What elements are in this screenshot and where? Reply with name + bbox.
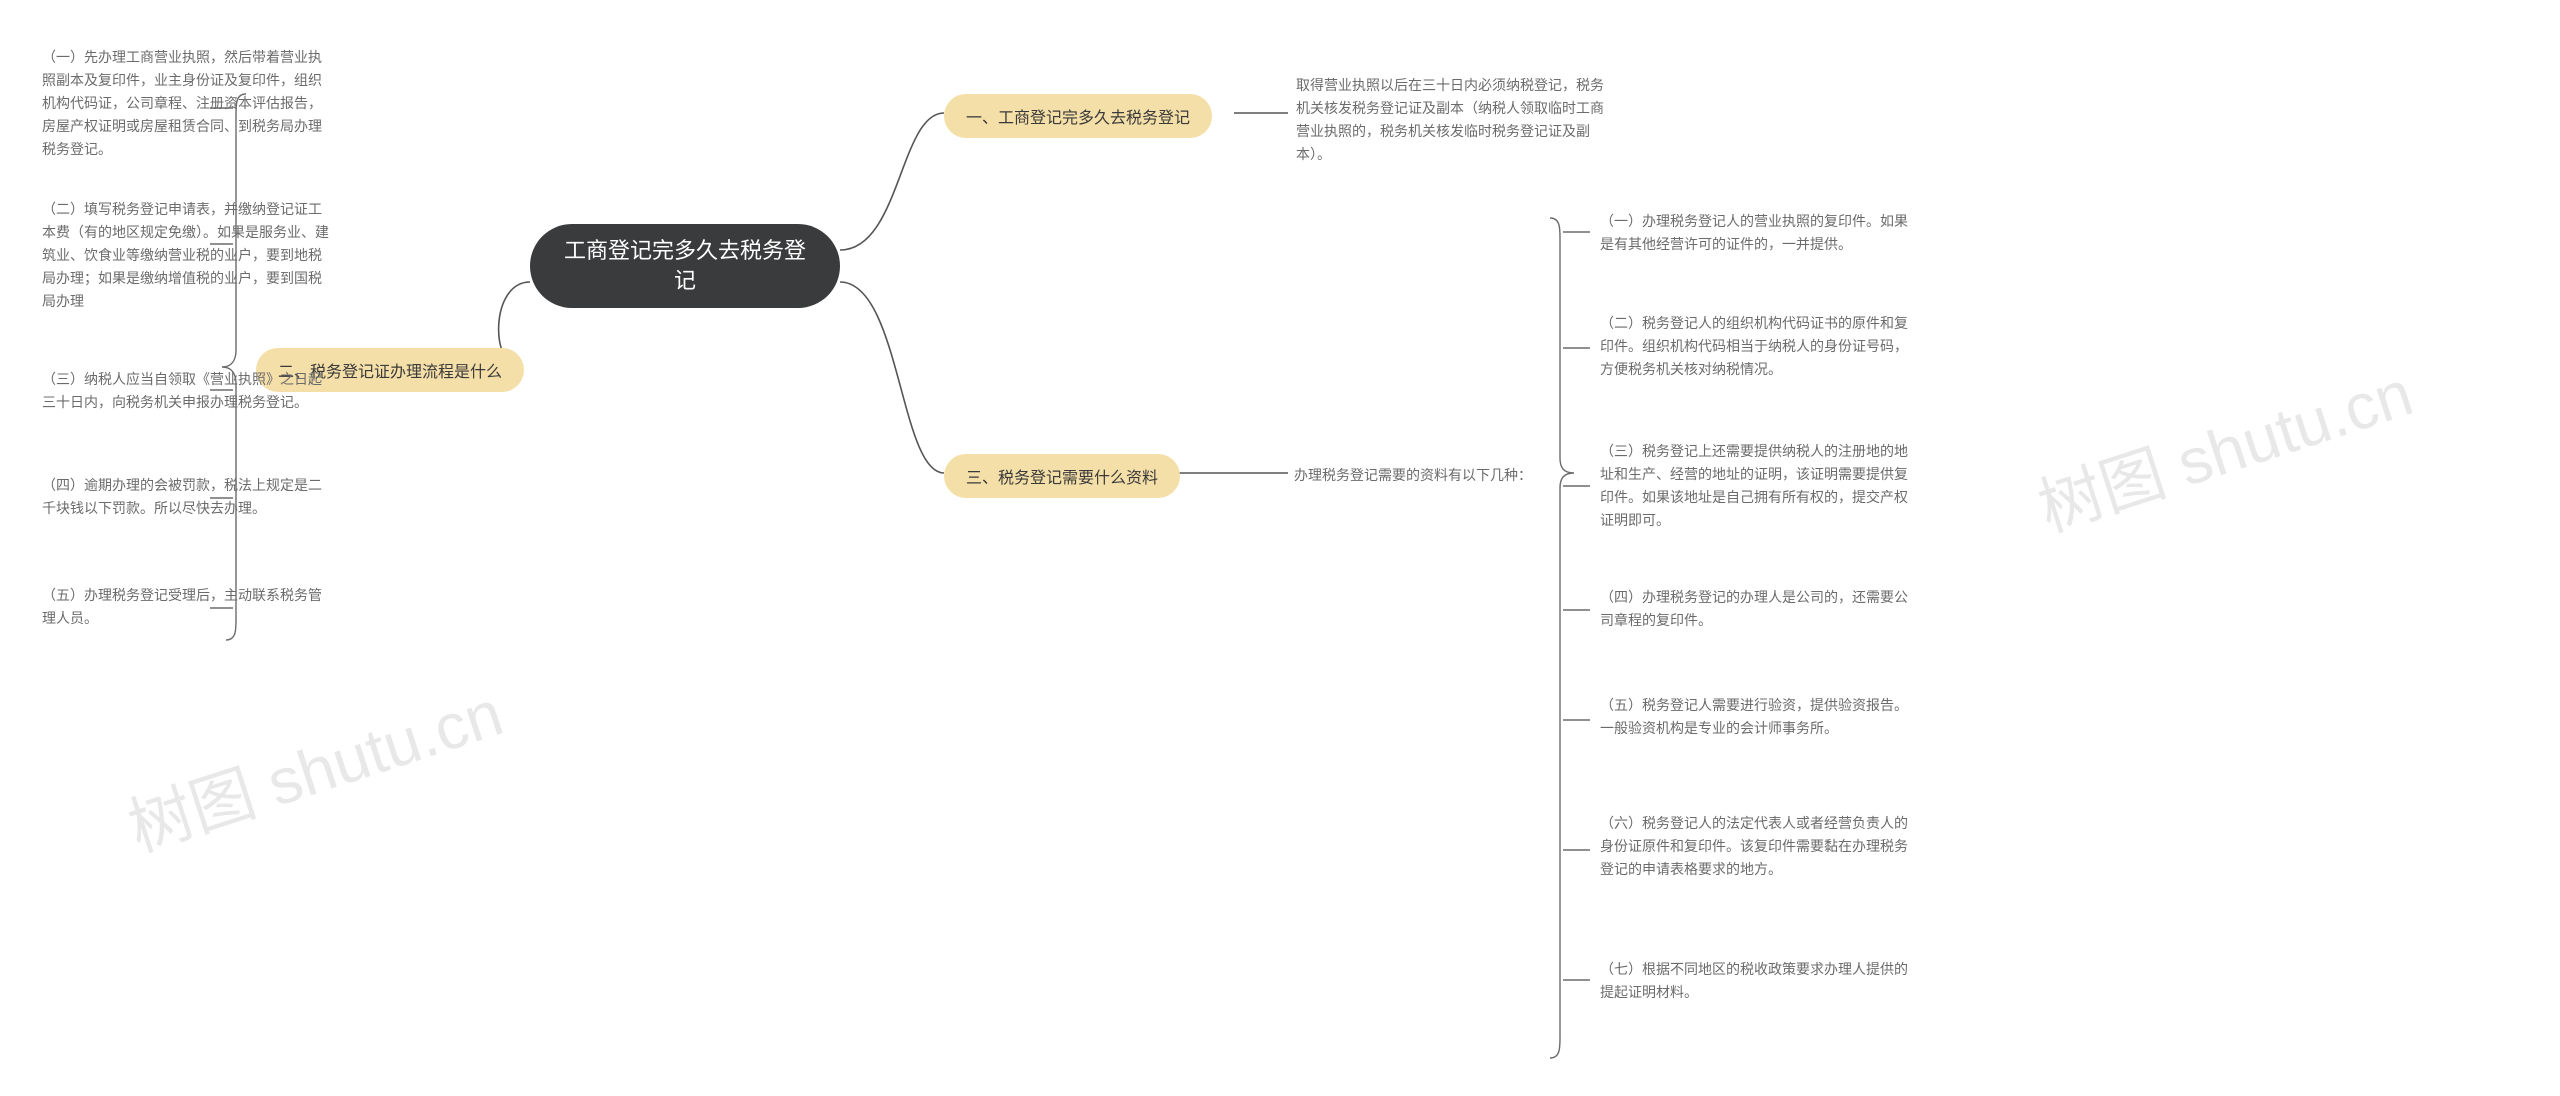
branch2-leaf-5: （五）办理税务登记受理后，主动联系税务管理人员。 <box>42 584 332 630</box>
branch3-leaf-5: （五）税务登记人需要进行验资，提供验资报告。一般验资机构是专业的会计师事务所。 <box>1600 694 1910 740</box>
branch3-leaf-6: （六）税务登记人的法定代表人或者经营负责人的身份证原件和复印件。该复印件需要黏在… <box>1600 812 1910 881</box>
leaf-text: （三）纳税人应当自领取《营业执照》之日起三十日内，向税务机关申报办理税务登记。 <box>42 371 322 410</box>
leaf-text: （五）办理税务登记受理后，主动联系税务管理人员。 <box>42 587 322 626</box>
leaf-text: （一）先办理工商营业执照，然后带着营业执照副本及复印件，业主身份证及复印件，组织… <box>42 49 322 157</box>
branch2-leaf-4: （四）逾期办理的会被罚款，税法上规定是二千块钱以下罚款。所以尽快去办理。 <box>42 474 332 520</box>
center-node: 工商登记完多久去税务登记 <box>530 224 840 308</box>
leaf-text: （二）填写税务登记申请表，并缴纳登记证工本费（有的地区规定免缴）。如果是服务业、… <box>42 201 329 309</box>
branch1-leaf: 取得营业执照以后在三十日内必须纳税登记，税务机关核发税务登记证及副本（纳税人领取… <box>1296 74 1616 166</box>
leaf-text: 取得营业执照以后在三十日内必须纳税登记，税务机关核发税务登记证及副本（纳税人领取… <box>1296 77 1604 162</box>
branch-3: 三、税务登记需要什么资料 <box>944 454 1180 498</box>
branch3-leaf-1: （一）办理税务登记人的营业执照的复印件。如果是有其他经营许可的证件的，一并提供。 <box>1600 210 1910 256</box>
leaf-text: （六）税务登记人的法定代表人或者经营负责人的身份证原件和复印件。该复印件需要黏在… <box>1600 815 1908 877</box>
branch-1: 一、工商登记完多久去税务登记 <box>944 94 1212 138</box>
watermark: 树图 shutu.cn <box>115 662 512 869</box>
leaf-text: （二）税务登记人的组织机构代码证书的原件和复印件。组织机构代码相当于纳税人的身份… <box>1600 315 1908 377</box>
leaf-text: （四）办理税务登记的办理人是公司的，还需要公司章程的复印件。 <box>1600 589 1908 628</box>
watermark: 树图 shutu.cn <box>2025 342 2422 549</box>
branch-1-label: 一、工商登记完多久去税务登记 <box>966 104 1190 128</box>
leaf-text: （一）办理税务登记人的营业执照的复印件。如果是有其他经营许可的证件的，一并提供。 <box>1600 213 1908 252</box>
leaf-text: 办理税务登记需要的资料有以下几种： <box>1294 467 1532 483</box>
branch3-leaf-4: （四）办理税务登记的办理人是公司的，还需要公司章程的复印件。 <box>1600 586 1910 632</box>
branch2-leaf-2: （二）填写税务登记申请表，并缴纳登记证工本费（有的地区规定免缴）。如果是服务业、… <box>42 198 332 313</box>
center-title: 工商登记完多久去税务登记 <box>558 236 812 295</box>
branch3-intro: 办理税务登记需要的资料有以下几种： <box>1294 465 1532 485</box>
branch2-leaf-1: （一）先办理工商营业执照，然后带着营业执照副本及复印件，业主身份证及复印件，组织… <box>42 46 332 161</box>
leaf-text: （四）逾期办理的会被罚款，税法上规定是二千块钱以下罚款。所以尽快去办理。 <box>42 477 322 516</box>
branch3-leaf-2: （二）税务登记人的组织机构代码证书的原件和复印件。组织机构代码相当于纳税人的身份… <box>1600 312 1910 381</box>
branch-3-label: 三、税务登记需要什么资料 <box>966 464 1158 488</box>
connector-layer <box>0 0 2560 1096</box>
branch2-leaf-3: （三）纳税人应当自领取《营业执照》之日起三十日内，向税务机关申报办理税务登记。 <box>42 368 332 414</box>
branch3-leaf-3: （三）税务登记上还需要提供纳税人的注册地的地址和生产、经营的地址的证明，该证明需… <box>1600 440 1910 532</box>
branch3-leaf-7: （七）根据不同地区的税收政策要求办理人提供的提起证明材料。 <box>1600 958 1910 1004</box>
leaf-text: （三）税务登记上还需要提供纳税人的注册地的地址和生产、经营的地址的证明，该证明需… <box>1600 443 1908 528</box>
leaf-text: （五）税务登记人需要进行验资，提供验资报告。一般验资机构是专业的会计师事务所。 <box>1600 697 1908 736</box>
leaf-text: （七）根据不同地区的税收政策要求办理人提供的提起证明材料。 <box>1600 961 1908 1000</box>
